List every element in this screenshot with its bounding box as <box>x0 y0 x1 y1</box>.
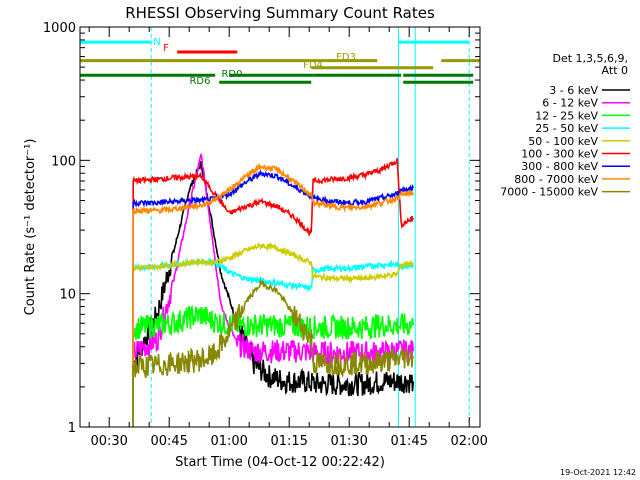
plot-frame <box>79 26 481 428</box>
x-tick-label: 00:30 <box>90 434 127 449</box>
series-line-6-12-kev <box>132 153 414 427</box>
series-line-7000-15000-kev <box>132 278 414 427</box>
flag-label-rd0: RD0 <box>221 69 242 80</box>
flag-label-n: N <box>153 37 160 48</box>
legend-entry-label: 3 - 6 keV <box>549 84 598 97</box>
x-tick-label: 00:45 <box>150 434 187 449</box>
y-tick-label: 100 <box>51 154 76 169</box>
flag-label-fd4: FD4 <box>303 60 323 71</box>
flag-label-rd6: RD6 <box>189 76 210 87</box>
flag-bars: NF FD3 FD4 RD0 RD6 <box>80 37 480 87</box>
flag-label-fd3: FD3 <box>336 52 356 63</box>
chart-title: RHESSI Observing Summary Count Rates <box>125 4 435 22</box>
series-line-300-800-kev <box>132 169 414 427</box>
legend-entry-label: 800 - 7000 keV <box>514 173 598 186</box>
y-tick-label: 10 <box>59 288 76 303</box>
series-line-800-7000-kev <box>132 162 414 427</box>
series-line-3-6-kev <box>132 160 414 427</box>
x-tick-label: 01:00 <box>210 434 247 449</box>
legend-title: Det 1,3,5,6,9, <box>552 52 628 65</box>
y-tick-label: 1000 <box>43 21 76 36</box>
x-tick-label: 01:30 <box>330 434 367 449</box>
y-axis-label: Count Rate (s⁻¹ detector⁻¹) <box>23 139 38 316</box>
legend-title: Att 0 <box>602 64 628 77</box>
axes: 1 10 100 1000 00:30 00:45 01:00 01:15 01:30 01:45… <box>43 21 488 449</box>
legend-entry-label: 7000 - 15000 keV <box>500 186 598 199</box>
legend-entry-label: 12 - 25 keV <box>535 109 598 122</box>
y-tick-label: 1 <box>68 421 76 436</box>
series-group <box>132 153 414 427</box>
x-axis-label: Start Time (04-Oct-12 00:22:42) <box>175 455 385 470</box>
x-tick-label: 02:00 <box>450 434 487 449</box>
flag-label-f: F <box>163 43 169 54</box>
legend-entry-label: 300 - 800 keV <box>521 160 598 173</box>
x-tick-label: 01:45 <box>390 434 427 449</box>
legend-entry-label: 25 - 50 keV <box>535 122 598 135</box>
footer-timestamp: 19-Oct-2021 12:42 <box>560 468 636 477</box>
x-tick-label: 01:15 <box>270 434 307 449</box>
series-line-100-300-kev <box>132 158 414 427</box>
night-markers <box>150 27 470 427</box>
legend-entry-label: 100 - 300 keV <box>521 148 598 161</box>
series-line-12-25-kev <box>132 304 414 427</box>
legend-entry-label: 6 - 12 keV <box>542 97 598 110</box>
legend-entry-label: 50 - 100 keV <box>528 135 598 148</box>
series-line-50-100-kev <box>132 242 414 427</box>
